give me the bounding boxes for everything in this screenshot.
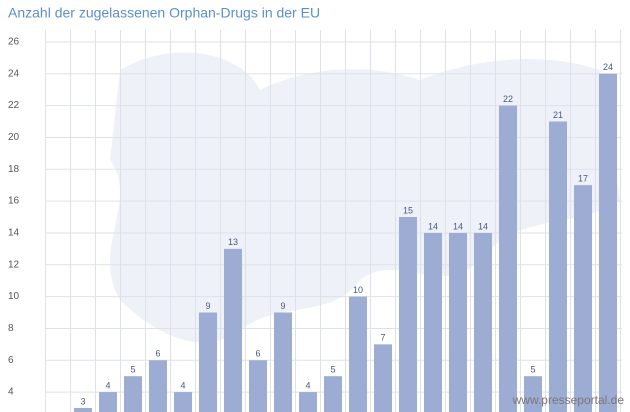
y-tick-label: 16	[8, 196, 20, 207]
value-label: 5	[130, 365, 135, 375]
chart-title: Anzahl der zugelassenen Orphan-Drugs in …	[8, 5, 320, 21]
bar	[424, 232, 442, 412]
y-tick-label: 20	[8, 132, 20, 143]
bar	[474, 232, 492, 412]
value-label: 13	[228, 237, 238, 247]
value-label: 4	[105, 380, 110, 390]
bar	[374, 344, 392, 412]
bar	[224, 248, 242, 412]
y-tick-label: 26	[8, 37, 20, 48]
y-tick-label: 22	[8, 100, 20, 111]
watermark: www.presseportal.de	[512, 393, 625, 407]
bar	[149, 360, 167, 412]
bar	[399, 217, 417, 412]
bar	[299, 392, 317, 412]
bar	[499, 105, 517, 412]
y-tick-label: 14	[8, 228, 20, 239]
value-label: 14	[428, 221, 438, 231]
bar	[74, 408, 92, 412]
value-label: 3	[80, 396, 85, 406]
bar	[249, 360, 267, 412]
value-label: 6	[155, 349, 160, 359]
value-label: 22	[503, 94, 513, 104]
y-tick-label: 12	[8, 259, 20, 270]
value-label: 5	[530, 365, 535, 375]
bar	[574, 185, 592, 412]
value-label: 15	[403, 205, 413, 215]
y-tick-label: 10	[8, 291, 20, 302]
bar	[524, 376, 542, 412]
bar	[274, 312, 292, 412]
value-label: 14	[478, 221, 488, 231]
y-tick-label: 24	[8, 68, 20, 79]
bar	[599, 73, 617, 412]
value-label: 17	[578, 174, 588, 184]
y-tick-label: 8	[8, 323, 14, 334]
value-label: 4	[305, 380, 310, 390]
value-label: 9	[280, 301, 285, 311]
value-label: 9	[205, 301, 210, 311]
value-label: 21	[553, 110, 563, 120]
bar	[99, 392, 117, 412]
y-tick-label: 4	[8, 387, 14, 398]
bar	[124, 376, 142, 412]
bar	[199, 312, 217, 412]
bar	[549, 121, 567, 412]
value-label: 10	[353, 285, 363, 295]
bar	[174, 392, 192, 412]
value-label: 5	[330, 365, 335, 375]
bars: 3 4 5 6 4 9 13 6 9 4 5 10 7 15 14 14 14 22 5 21 17 24	[74, 62, 617, 412]
y-tick-label: 6	[8, 355, 14, 366]
y-tick-label: 18	[8, 164, 20, 175]
value-label: 14	[453, 221, 463, 231]
value-label: 6	[255, 349, 260, 359]
bar	[449, 232, 467, 412]
bar	[349, 296, 367, 412]
value-label: 24	[603, 62, 613, 72]
value-label: 7	[380, 333, 385, 343]
bar	[324, 376, 342, 412]
value-label: 4	[180, 380, 185, 390]
